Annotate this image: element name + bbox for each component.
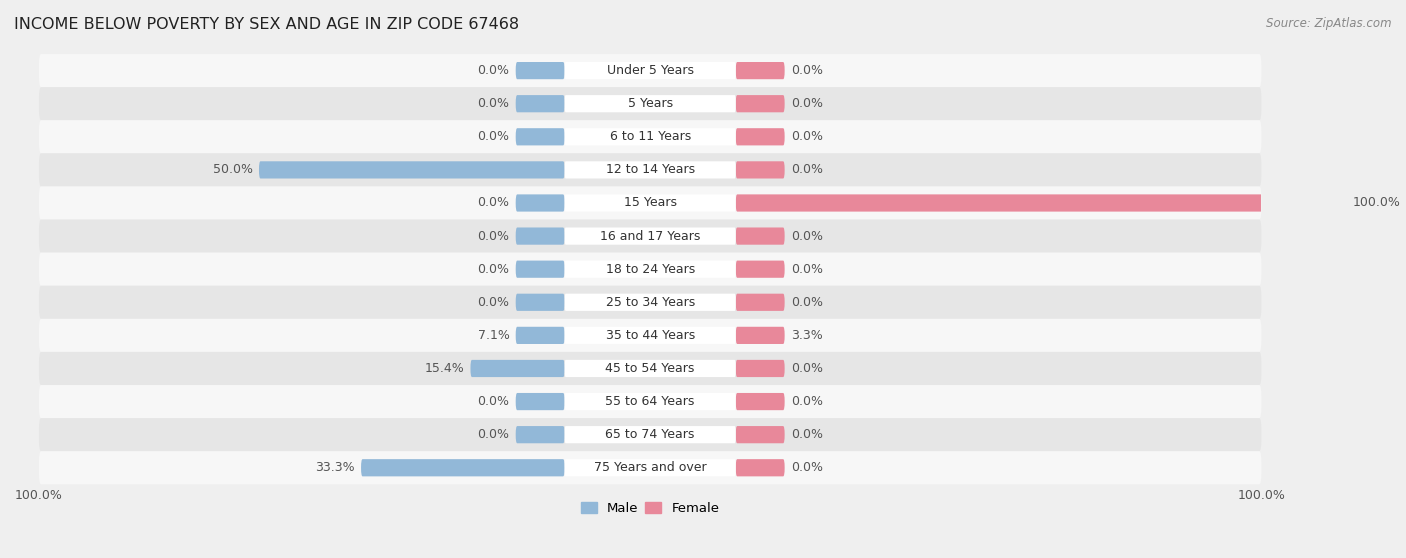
Text: 0.0%: 0.0% bbox=[790, 229, 823, 243]
Text: 50.0%: 50.0% bbox=[212, 163, 253, 176]
Text: 0.0%: 0.0% bbox=[790, 395, 823, 408]
FancyBboxPatch shape bbox=[735, 194, 1347, 211]
FancyBboxPatch shape bbox=[39, 87, 1261, 121]
Text: 12 to 14 Years: 12 to 14 Years bbox=[606, 163, 695, 176]
FancyBboxPatch shape bbox=[565, 327, 735, 344]
Text: 55 to 64 Years: 55 to 64 Years bbox=[606, 395, 695, 408]
Text: 3.3%: 3.3% bbox=[790, 329, 823, 342]
Text: 45 to 54 Years: 45 to 54 Years bbox=[606, 362, 695, 375]
FancyBboxPatch shape bbox=[565, 95, 735, 112]
FancyBboxPatch shape bbox=[735, 228, 785, 245]
Legend: Male, Female: Male, Female bbox=[575, 497, 725, 521]
FancyBboxPatch shape bbox=[39, 186, 1261, 219]
FancyBboxPatch shape bbox=[735, 62, 785, 79]
Text: 35 to 44 Years: 35 to 44 Years bbox=[606, 329, 695, 342]
FancyBboxPatch shape bbox=[735, 161, 785, 179]
Text: 33.3%: 33.3% bbox=[315, 461, 354, 474]
Text: 25 to 34 Years: 25 to 34 Years bbox=[606, 296, 695, 309]
Text: Source: ZipAtlas.com: Source: ZipAtlas.com bbox=[1267, 17, 1392, 30]
FancyBboxPatch shape bbox=[565, 194, 735, 211]
Text: 0.0%: 0.0% bbox=[790, 131, 823, 143]
Text: 7.1%: 7.1% bbox=[478, 329, 509, 342]
FancyBboxPatch shape bbox=[516, 426, 565, 443]
FancyBboxPatch shape bbox=[565, 228, 735, 245]
FancyBboxPatch shape bbox=[516, 228, 565, 245]
FancyBboxPatch shape bbox=[39, 352, 1261, 385]
Text: 0.0%: 0.0% bbox=[790, 97, 823, 110]
FancyBboxPatch shape bbox=[565, 393, 735, 410]
Text: 0.0%: 0.0% bbox=[790, 296, 823, 309]
FancyBboxPatch shape bbox=[735, 95, 785, 112]
Text: 0.0%: 0.0% bbox=[478, 395, 509, 408]
FancyBboxPatch shape bbox=[735, 360, 785, 377]
Text: 0.0%: 0.0% bbox=[790, 163, 823, 176]
FancyBboxPatch shape bbox=[735, 426, 785, 443]
FancyBboxPatch shape bbox=[735, 294, 785, 311]
FancyBboxPatch shape bbox=[565, 161, 735, 179]
FancyBboxPatch shape bbox=[39, 219, 1261, 253]
FancyBboxPatch shape bbox=[735, 393, 785, 410]
FancyBboxPatch shape bbox=[39, 286, 1261, 319]
FancyBboxPatch shape bbox=[565, 294, 735, 311]
FancyBboxPatch shape bbox=[516, 294, 565, 311]
Text: 15.4%: 15.4% bbox=[425, 362, 464, 375]
Text: 5 Years: 5 Years bbox=[627, 97, 672, 110]
FancyBboxPatch shape bbox=[516, 194, 565, 211]
Text: 100.0%: 100.0% bbox=[1353, 196, 1400, 209]
Text: 0.0%: 0.0% bbox=[478, 64, 509, 77]
Text: 6 to 11 Years: 6 to 11 Years bbox=[610, 131, 690, 143]
Text: 16 and 17 Years: 16 and 17 Years bbox=[600, 229, 700, 243]
Text: 0.0%: 0.0% bbox=[790, 362, 823, 375]
Text: 18 to 24 Years: 18 to 24 Years bbox=[606, 263, 695, 276]
Text: 0.0%: 0.0% bbox=[790, 461, 823, 474]
Text: 0.0%: 0.0% bbox=[790, 428, 823, 441]
Text: 15 Years: 15 Years bbox=[624, 196, 676, 209]
Text: INCOME BELOW POVERTY BY SEX AND AGE IN ZIP CODE 67468: INCOME BELOW POVERTY BY SEX AND AGE IN Z… bbox=[14, 17, 519, 32]
FancyBboxPatch shape bbox=[361, 459, 565, 477]
Text: 0.0%: 0.0% bbox=[478, 229, 509, 243]
Text: 0.0%: 0.0% bbox=[478, 97, 509, 110]
FancyBboxPatch shape bbox=[565, 426, 735, 443]
FancyBboxPatch shape bbox=[39, 319, 1261, 352]
Text: 0.0%: 0.0% bbox=[478, 296, 509, 309]
Text: 0.0%: 0.0% bbox=[478, 196, 509, 209]
FancyBboxPatch shape bbox=[735, 261, 785, 278]
FancyBboxPatch shape bbox=[39, 121, 1261, 153]
Text: 0.0%: 0.0% bbox=[790, 64, 823, 77]
FancyBboxPatch shape bbox=[39, 385, 1261, 418]
FancyBboxPatch shape bbox=[516, 261, 565, 278]
FancyBboxPatch shape bbox=[565, 459, 735, 477]
Text: 0.0%: 0.0% bbox=[478, 428, 509, 441]
FancyBboxPatch shape bbox=[39, 253, 1261, 286]
FancyBboxPatch shape bbox=[516, 393, 565, 410]
Text: 0.0%: 0.0% bbox=[478, 263, 509, 276]
FancyBboxPatch shape bbox=[516, 62, 565, 79]
Text: 75 Years and over: 75 Years and over bbox=[593, 461, 706, 474]
Text: 0.0%: 0.0% bbox=[478, 131, 509, 143]
FancyBboxPatch shape bbox=[516, 95, 565, 112]
FancyBboxPatch shape bbox=[735, 459, 785, 477]
FancyBboxPatch shape bbox=[516, 128, 565, 146]
FancyBboxPatch shape bbox=[565, 128, 735, 146]
FancyBboxPatch shape bbox=[565, 360, 735, 377]
FancyBboxPatch shape bbox=[735, 128, 785, 146]
FancyBboxPatch shape bbox=[39, 451, 1261, 484]
Text: 65 to 74 Years: 65 to 74 Years bbox=[606, 428, 695, 441]
FancyBboxPatch shape bbox=[39, 418, 1261, 451]
FancyBboxPatch shape bbox=[735, 327, 785, 344]
FancyBboxPatch shape bbox=[516, 327, 565, 344]
Text: Under 5 Years: Under 5 Years bbox=[606, 64, 693, 77]
FancyBboxPatch shape bbox=[565, 261, 735, 278]
FancyBboxPatch shape bbox=[471, 360, 565, 377]
FancyBboxPatch shape bbox=[259, 161, 565, 179]
Text: 0.0%: 0.0% bbox=[790, 263, 823, 276]
FancyBboxPatch shape bbox=[39, 54, 1261, 87]
FancyBboxPatch shape bbox=[565, 62, 735, 79]
FancyBboxPatch shape bbox=[39, 153, 1261, 186]
